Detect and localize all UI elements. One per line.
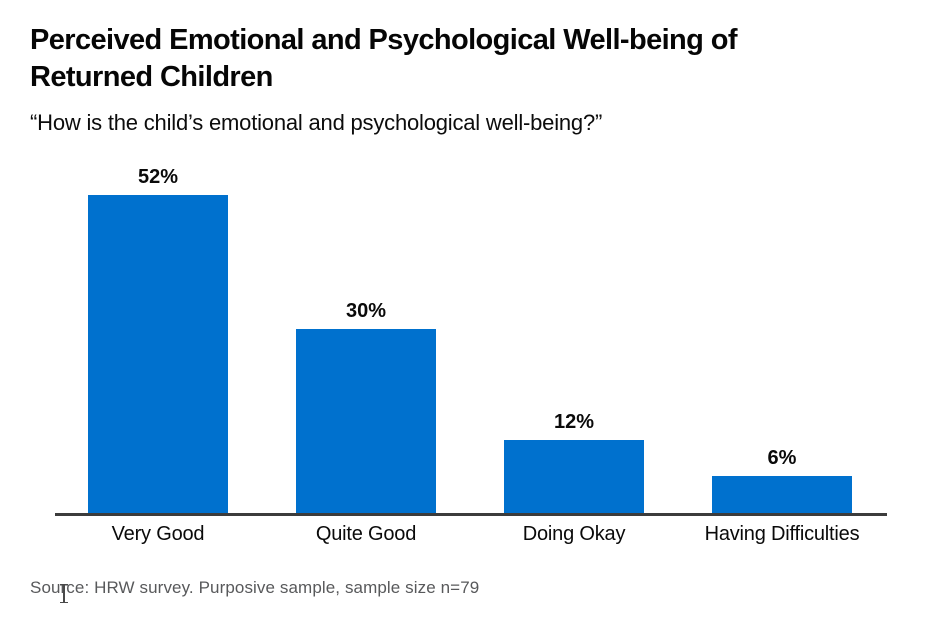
x-axis-category-label: Having Difficulties — [704, 523, 860, 545]
bar-having-difficulties — [712, 476, 852, 513]
x-axis-category-label: Very Good — [111, 523, 205, 545]
bar-value-label: 6% — [767, 447, 797, 469]
chart-title: Perceived Emotional and Psychological We… — [30, 24, 738, 94]
x-axis-category-label: Doing Okay — [522, 523, 626, 545]
bar-very-good — [88, 195, 228, 513]
source-note: Source: HRW survey. Purposive sample, sa… — [30, 578, 480, 597]
chart-subtitle: “How is the child’s emotional and psycho… — [30, 110, 603, 135]
bar-quite-good — [296, 329, 436, 513]
bar-value-label: 30% — [345, 300, 387, 322]
bar-value-label: 12% — [553, 411, 595, 433]
bar-doing-okay — [504, 440, 644, 513]
x-axis-line — [55, 513, 887, 516]
x-axis-category-label: Quite Good — [315, 523, 417, 545]
bar-value-label: 52% — [137, 166, 179, 188]
